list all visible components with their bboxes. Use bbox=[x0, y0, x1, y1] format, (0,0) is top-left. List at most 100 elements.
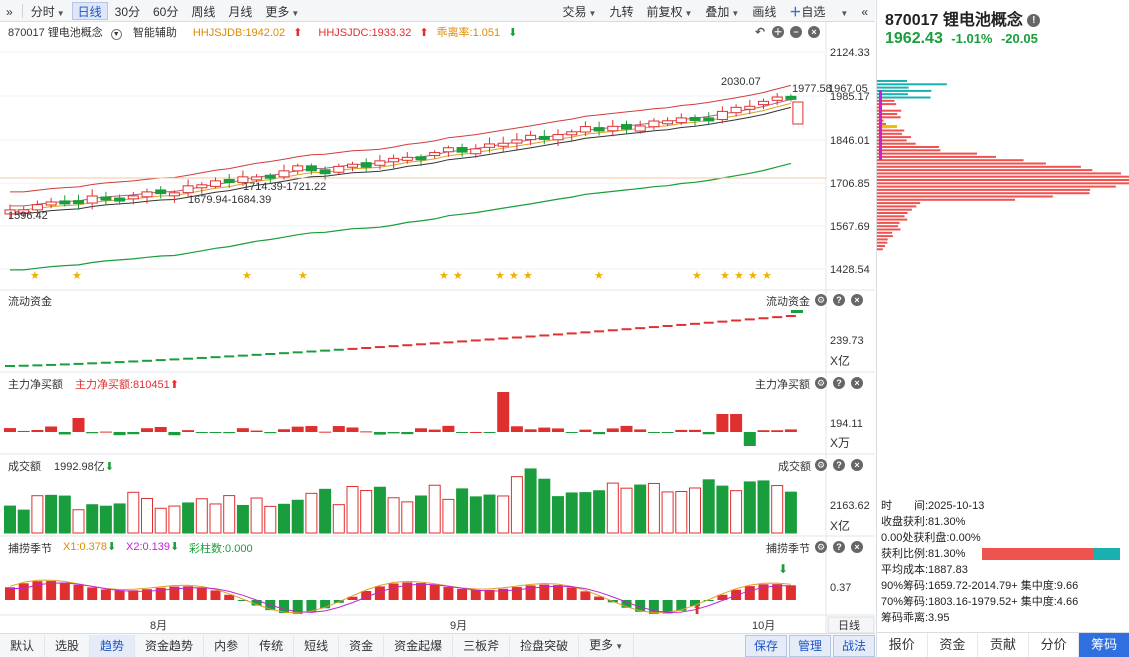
candle-body bbox=[716, 110, 728, 121]
undo-icon[interactable]: ↶ bbox=[754, 25, 766, 39]
main-net-bar bbox=[31, 429, 44, 432]
chip-bar bbox=[877, 188, 1091, 191]
adjust-menu[interactable]: 前复权 ▼ bbox=[646, 4, 693, 19]
season-bar bbox=[237, 600, 248, 601]
tab-short-line[interactable]: 短线 bbox=[294, 634, 340, 657]
main-label: 主力净买额 bbox=[8, 379, 63, 391]
collapse-right-icon[interactable]: « bbox=[861, 4, 868, 19]
tab-fund[interactable]: 资金 bbox=[339, 634, 385, 657]
price-annotation: 1977.58 bbox=[792, 83, 832, 95]
season-bar bbox=[347, 596, 358, 600]
help-icon[interactable]: ? bbox=[833, 377, 845, 389]
volume-controls: ⚙? × bbox=[815, 459, 863, 471]
volume-bar bbox=[510, 476, 523, 534]
gear-icon[interactable]: ⚙ bbox=[815, 541, 827, 553]
chip-bar bbox=[877, 142, 916, 145]
stat-chip-dev: 筹码乖离:3.95 bbox=[881, 612, 950, 624]
tab-30min[interactable]: 30分 bbox=[114, 4, 140, 19]
main-net-bar bbox=[45, 426, 58, 432]
season-bar bbox=[18, 583, 29, 600]
draw-line-button[interactable]: 画线 bbox=[752, 4, 777, 19]
volume-bar bbox=[661, 491, 674, 534]
volume-bar bbox=[606, 482, 619, 534]
info-icon[interactable]: ! bbox=[1027, 14, 1041, 27]
close-icon[interactable]: × bbox=[851, 541, 863, 553]
tab-breakout[interactable]: 捡盘突破 bbox=[510, 634, 580, 657]
zoom-in-icon[interactable]: ＋ bbox=[772, 26, 784, 38]
tab-price-dist[interactable]: 分价 bbox=[1029, 633, 1080, 657]
season-bar bbox=[525, 585, 536, 600]
candle-body bbox=[59, 200, 71, 205]
tab-insider[interactable]: 内参 bbox=[204, 634, 250, 657]
x-label-oct: 10月 bbox=[752, 620, 775, 632]
collapse-left-icon[interactable]: » bbox=[6, 4, 13, 19]
tab-intraday[interactable]: 分时 ▼ bbox=[30, 4, 65, 19]
tab-fund-burst[interactable]: 资金起爆 bbox=[384, 634, 454, 657]
candle-body bbox=[73, 200, 84, 205]
tab-daily[interactable]: 日线 bbox=[71, 1, 108, 20]
tab-default[interactable]: 默认 bbox=[0, 634, 46, 657]
close-icon[interactable]: × bbox=[808, 26, 820, 38]
tab-trend[interactable]: 趋势 bbox=[90, 634, 136, 657]
tab-monthly[interactable]: 月线 bbox=[228, 4, 253, 19]
tab-chips[interactable]: 筹码 bbox=[1079, 633, 1129, 657]
season-bar bbox=[306, 600, 317, 613]
trade-menu[interactable]: 交易 ▼ bbox=[562, 4, 597, 19]
zoom-out-icon[interactable]: − bbox=[790, 26, 802, 38]
chevron-down-icon: ▼ bbox=[110, 29, 122, 40]
save-button[interactable]: 保存 bbox=[744, 634, 787, 657]
tab-fund-trend[interactable]: 资金趋势 bbox=[135, 634, 205, 657]
candle-body bbox=[497, 142, 509, 147]
volume-value: 1992.98亿⬇ bbox=[54, 461, 114, 473]
tab-traditional[interactable]: 传统 bbox=[249, 634, 295, 657]
chip-bar bbox=[877, 146, 940, 148]
help-icon[interactable]: ? bbox=[833, 541, 845, 553]
close-icon[interactable]: × bbox=[851, 377, 863, 389]
candle-body bbox=[662, 120, 674, 125]
season-bar bbox=[279, 600, 289, 614]
main-net-bar bbox=[524, 429, 537, 432]
assist-toggle[interactable]: ▼ 智能辅助 bbox=[110, 24, 185, 40]
volume-bar bbox=[387, 497, 400, 534]
season-x1-line bbox=[9, 579, 791, 614]
nine-turn-button[interactable]: 九转 bbox=[609, 4, 634, 19]
close-icon[interactable]: × bbox=[851, 459, 863, 471]
watchlist-dropdown-icon[interactable]: ▼ bbox=[840, 8, 849, 18]
candle-body bbox=[538, 135, 550, 140]
add-watchlist-button[interactable]: ＋自选 bbox=[789, 4, 826, 19]
close-icon[interactable]: × bbox=[851, 294, 863, 306]
tab-60min[interactable]: 60分 bbox=[153, 4, 179, 19]
volume-bar bbox=[552, 496, 564, 534]
tab-contribution[interactable]: 贡献 bbox=[978, 633, 1029, 657]
star-icon: ★ bbox=[242, 270, 252, 282]
tab-weekly[interactable]: 周线 bbox=[191, 4, 216, 19]
volume-bar bbox=[113, 503, 126, 534]
strategy-button[interactable]: 战法 bbox=[832, 634, 875, 657]
gear-icon[interactable]: ⚙ bbox=[815, 294, 827, 306]
tab-quote[interactable]: 报价 bbox=[877, 633, 928, 657]
season-bar bbox=[717, 594, 728, 600]
star-icon: ★ bbox=[298, 270, 308, 282]
gear-icon[interactable]: ⚙ bbox=[815, 377, 827, 389]
y-tick: 1428.54 bbox=[830, 264, 870, 276]
help-icon[interactable]: ? bbox=[833, 294, 845, 306]
season-bar bbox=[224, 594, 235, 600]
main-net-bar bbox=[771, 430, 784, 432]
tab-more[interactable]: 更多 ▼ bbox=[265, 4, 300, 19]
tab-stock-pick[interactable]: 选股 bbox=[45, 634, 91, 657]
main-label-right: 主力净买额 bbox=[755, 379, 810, 391]
tab-more-bottom[interactable]: 更多 ▼ bbox=[579, 633, 635, 657]
tab-capital[interactable]: 资金 bbox=[928, 633, 979, 657]
charts-area[interactable]: ★ ★ ★ ★ ★ ★ ★ ★ ★ ★ ★ ★ ★ ★ ★ ⬇⬆ 2124.33 1985.17 1846.… bbox=[0, 22, 875, 634]
volume-bar bbox=[565, 492, 578, 534]
gear-icon[interactable]: ⚙ bbox=[815, 459, 827, 471]
tab-three-axe[interactable]: 三板斧 bbox=[453, 634, 511, 657]
candle-body bbox=[703, 117, 715, 122]
manage-button[interactable]: 管理 bbox=[788, 634, 831, 657]
chip-bar bbox=[877, 116, 901, 119]
volume-bar bbox=[278, 503, 290, 534]
help-icon[interactable]: ? bbox=[833, 459, 845, 471]
volume-bar bbox=[346, 485, 359, 534]
main-net-bar bbox=[195, 432, 208, 433]
overlay-menu[interactable]: 叠加 ▼ bbox=[705, 4, 740, 19]
